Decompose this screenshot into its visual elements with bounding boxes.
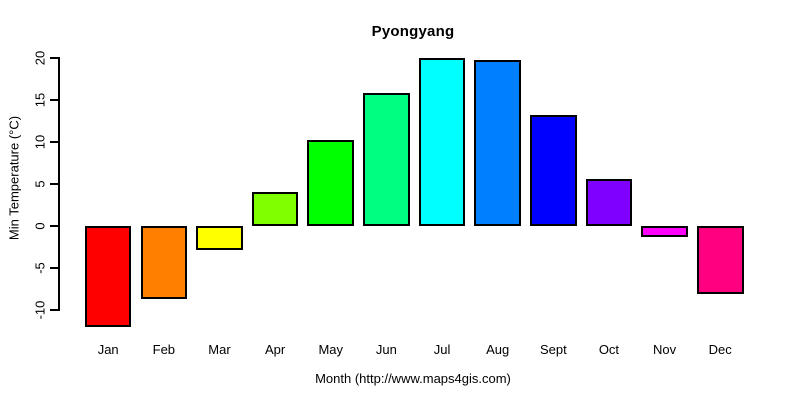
bar-jul: [418, 58, 466, 226]
y-axis-title-text: Min Temperature (°C): [6, 115, 22, 241]
y-tick: [50, 99, 58, 101]
x-tick-label-sept: Sept: [539, 342, 567, 357]
x-tick-label-mar: Mar: [208, 342, 231, 357]
x-tick-label-jan: Jan: [97, 342, 119, 357]
bar-sept: [530, 115, 577, 226]
x-tick-label-oct: Oct: [598, 342, 620, 357]
x-tick-label-jul: Jul: [433, 342, 451, 357]
bar-apr: [251, 191, 299, 226]
x-tick-label-apr: Apr: [264, 342, 286, 357]
bar-dec: [696, 226, 744, 295]
y-tick-label-text: 10: [32, 134, 48, 150]
x-axis-title: Month (http://www.maps4gis.com): [315, 371, 511, 386]
y-tick-label-text: 5: [32, 180, 48, 188]
y-tick: [50, 309, 58, 311]
x-tick-label-aug: Aug: [486, 342, 510, 357]
bar-oct: [585, 178, 633, 226]
bar-feb: [140, 226, 188, 300]
bar-jan: [84, 226, 132, 327]
y-tick-label-text: -10: [32, 300, 48, 320]
y-tick: [50, 183, 58, 185]
x-tick-label-may: May: [318, 342, 344, 357]
y-tick: [50, 57, 58, 59]
y-tick-label-text: 20: [32, 50, 48, 66]
y-axis-line: [58, 57, 60, 311]
bar-aug: [474, 59, 521, 226]
x-tick-label-jun: Jun: [375, 342, 397, 357]
bar-nov: [641, 226, 688, 237]
x-tick-label-feb: Feb: [152, 342, 176, 357]
y-tick-label-text: 15: [32, 92, 48, 108]
bar-mar: [196, 226, 243, 250]
chart-title: Pyongyang: [371, 23, 455, 40]
y-tick: [50, 225, 58, 227]
y-tick: [50, 267, 58, 269]
bar-may: [307, 140, 355, 226]
x-tick-label-nov: Nov: [653, 342, 677, 357]
y-tick: [50, 141, 58, 143]
y-tick-label-text: 0: [32, 222, 48, 230]
x-tick-label-dec: Dec: [708, 342, 732, 357]
bar-jun: [363, 93, 410, 226]
y-tick-label-text: -5: [32, 262, 48, 274]
